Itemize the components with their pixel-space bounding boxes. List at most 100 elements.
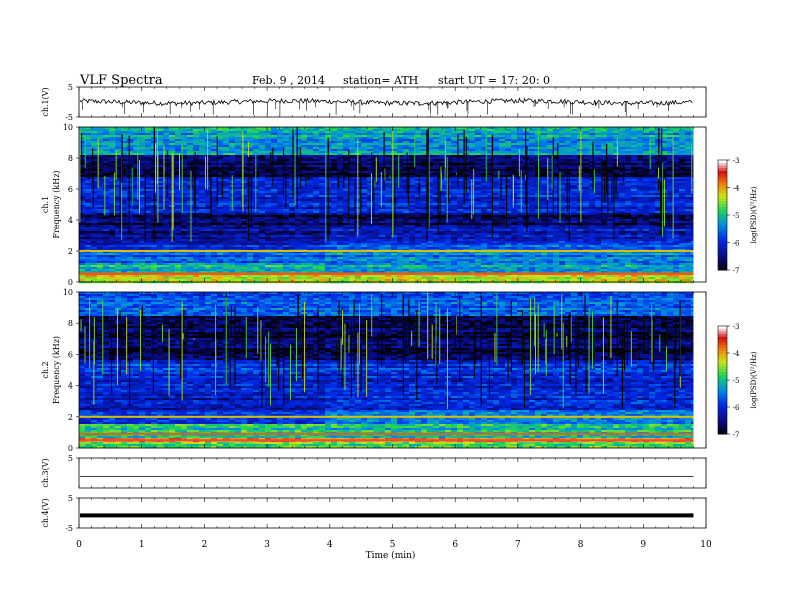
spectrogram-cell	[511, 149, 518, 152]
spectrogram-cell	[493, 187, 500, 190]
spectrogram-cell	[307, 181, 314, 184]
spectrogram-cell	[391, 195, 398, 198]
spectrogram-cell	[187, 177, 194, 180]
spectrogram-cell	[157, 201, 164, 204]
spectrogram-cell	[271, 157, 278, 160]
spectrogram-cell	[637, 215, 644, 218]
spectrogram-cell	[115, 167, 122, 170]
spectrogram-cell	[355, 127, 362, 130]
spectrogram-cell	[607, 151, 614, 154]
spectrogram-cell	[583, 209, 590, 212]
spectrogram-cell	[637, 129, 644, 132]
spectrogram-cell	[319, 153, 326, 156]
spectrogram-cell	[85, 203, 92, 206]
spectrogram-cell	[493, 189, 500, 192]
spectrogram-cell	[415, 131, 422, 134]
spectrogram-cell	[277, 177, 284, 180]
spectrogram-cell	[589, 143, 596, 146]
spectrogram-cell	[277, 163, 284, 166]
spectrogram-cell	[277, 131, 284, 134]
spectrogram-cell	[577, 201, 584, 204]
spectrogram-cell	[529, 217, 536, 220]
spectrogram-cell	[493, 183, 500, 186]
spectrogram-cell	[457, 219, 464, 222]
spectrogram-cell	[241, 177, 248, 180]
spectrogram-cell	[115, 209, 122, 212]
spectrogram-cell	[91, 143, 98, 146]
spectrogram-cell	[487, 133, 494, 136]
spectrogram-cell	[289, 143, 296, 146]
spectrogram-cell	[385, 219, 392, 222]
spectrogram-cell	[667, 207, 674, 210]
spectrogram-cell	[493, 147, 500, 150]
spectrogram-cell	[679, 147, 686, 150]
spectrogram-cell	[205, 199, 212, 202]
spectrogram-cell	[145, 167, 152, 170]
spectrogram-cell	[673, 137, 680, 140]
spectrogram-cell	[433, 209, 440, 212]
spectrogram-cell	[145, 147, 152, 150]
spectrogram-cell	[187, 219, 194, 222]
spectrogram-cell	[553, 165, 560, 168]
spectrogram-cell	[271, 215, 278, 218]
spectrogram-cell	[547, 157, 554, 160]
spectrogram-cell	[157, 129, 164, 132]
spectrogram-cell	[127, 215, 134, 218]
spectrogram-cell	[199, 199, 206, 202]
spectrogram-cell	[445, 133, 452, 136]
spectrogram-cell	[493, 173, 500, 176]
spectrogram-cell	[481, 201, 488, 204]
spectrogram-cell	[301, 171, 308, 174]
spectrogram-cell	[379, 129, 386, 132]
spectrogram-cell	[157, 155, 164, 158]
spectrogram-cell	[193, 175, 200, 178]
spectrogram-cell	[451, 147, 458, 150]
spectrogram-cell	[577, 141, 584, 144]
spectrogram-cell	[319, 193, 326, 196]
spectrogram-cell	[115, 165, 122, 168]
spectrogram-cell	[421, 173, 428, 176]
spectrogram-cell	[493, 127, 500, 130]
spectrogram-cell	[127, 127, 134, 130]
spectrogram-cell	[607, 185, 614, 188]
spectrogram-cell	[259, 191, 266, 194]
spectrogram-cell	[469, 147, 476, 150]
spectrogram-cell	[685, 217, 692, 220]
spectrogram-cell	[643, 185, 650, 188]
spectrogram-cell	[613, 153, 620, 156]
spectrogram-cell	[631, 213, 638, 216]
spectrogram-cell	[211, 173, 218, 176]
spectrogram-cell	[559, 157, 566, 160]
spectrogram-cell	[493, 203, 500, 206]
spectrogram-cell	[469, 145, 476, 148]
spectrogram-cell	[133, 177, 140, 180]
spectrogram-cell	[601, 153, 608, 156]
spectrogram-cell	[199, 201, 206, 204]
spectrogram-cell	[97, 187, 104, 190]
spectrogram-cell	[499, 175, 506, 178]
spectrogram-cell	[685, 169, 692, 172]
spectrogram-cell	[199, 141, 206, 144]
spectrogram-cell	[265, 163, 272, 166]
spectrogram-cell	[403, 163, 410, 166]
spectrogram-cell	[139, 151, 146, 154]
spectrogram-cell	[583, 161, 590, 164]
spectrogram-cell	[115, 219, 122, 222]
spectrogram-cell	[235, 197, 242, 200]
spectrogram-cell	[217, 169, 224, 172]
spectrogram-cell	[553, 213, 560, 216]
spectrogram-cell	[583, 133, 590, 136]
spectrogram-cell	[463, 201, 470, 204]
spectrogram-cell	[451, 197, 458, 200]
spectrogram-cell	[433, 169, 440, 172]
spectrogram-cell	[235, 205, 242, 208]
spectrogram-cell	[415, 129, 422, 132]
spectrogram-cell	[85, 147, 92, 150]
spectrogram-cell	[253, 131, 260, 134]
spectrogram-cell	[361, 187, 368, 190]
spectrogram-cell	[259, 185, 266, 188]
spectrogram-cell	[295, 219, 302, 222]
spectrogram-cell	[265, 175, 272, 178]
spectrogram-cell	[517, 171, 524, 174]
spectrogram-cell	[553, 211, 560, 214]
